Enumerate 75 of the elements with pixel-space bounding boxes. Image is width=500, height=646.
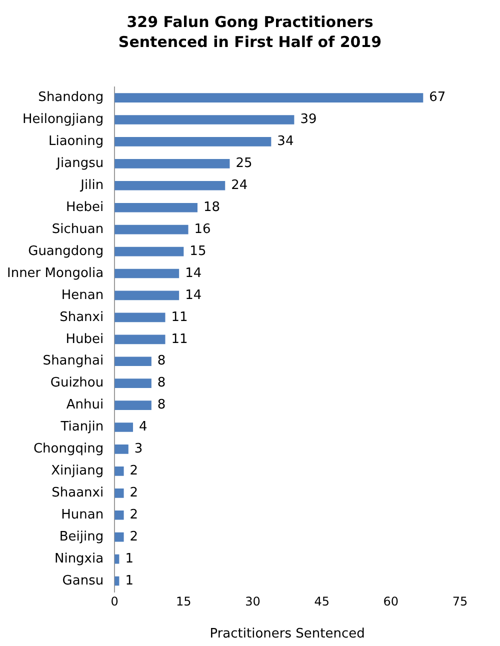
data-label: 8 [157, 376, 166, 391]
data-label: 15 [190, 244, 206, 259]
data-label: 2 [130, 507, 138, 522]
data-label: 18 [203, 200, 220, 215]
data-label: 8 [157, 354, 166, 369]
y-tick-label: Tianjin [60, 420, 104, 435]
y-tick-label: Xinjiang [51, 464, 104, 479]
y-tick-label: Guizhou [50, 376, 104, 391]
data-label: 34 [277, 134, 294, 150]
y-tick-label: Heilongjiang [22, 112, 104, 128]
bar [114, 268, 180, 278]
bar [114, 444, 128, 454]
chart-title: 329 Falun Gong Practitioners Sentenced in First Half of 2019 [117, 12, 383, 52]
data-label: 11 [171, 332, 188, 347]
y-tick-label: Gansu [62, 573, 104, 588]
y-tick-label: Jiangsu [56, 156, 104, 172]
bar [114, 137, 272, 146]
y-tick-label: Shandong [38, 90, 104, 106]
data-label: 2 [130, 529, 138, 544]
x-tick-label: 0 [110, 594, 118, 608]
bar [114, 532, 124, 542]
data-label: 25 [236, 156, 252, 172]
data-label: 2 [130, 486, 138, 501]
data-label: 3 [134, 442, 143, 457]
y-tick-label: Beijing [59, 529, 104, 544]
data-label: 1 [125, 573, 134, 588]
data-label: 11 [171, 310, 188, 325]
data-label: 39 [300, 112, 317, 128]
x-tick-label: 60 [383, 594, 399, 608]
data-label: 14 [185, 288, 202, 303]
y-tick-label: Jilin [80, 178, 104, 194]
data-label: 1 [125, 551, 134, 566]
bar [114, 93, 424, 102]
y-tick-label: Anhui [66, 398, 104, 413]
bar [114, 334, 166, 344]
data-label: 8 [157, 398, 166, 413]
bar [114, 312, 166, 322]
x-tick-label: 75 [452, 594, 468, 608]
y-tick-label: Hubei [66, 332, 104, 347]
bar [114, 159, 230, 168]
y-tick-label: Hebei [66, 200, 104, 215]
y-tick-label: Shanghai [42, 354, 104, 369]
bar [114, 400, 152, 410]
y-tick-label: Inner Mongolia [7, 266, 104, 281]
y-tick-label: Guangdong [28, 244, 104, 259]
x-tick-label: 30 [245, 594, 260, 608]
bar [114, 290, 180, 300]
data-label: 2 [130, 464, 138, 479]
y-tick-label: Ningxia [54, 551, 104, 566]
y-tick-label: Shanxi [60, 310, 104, 325]
data-label: 14 [185, 266, 202, 281]
x-tick-label: 45 [314, 594, 330, 608]
data-label: 67 [429, 90, 446, 106]
data-label: 24 [231, 178, 248, 194]
y-tick-label: Sichuan [52, 222, 104, 237]
y-tick-label: Hunan [61, 507, 104, 522]
bar [114, 180, 226, 190]
x-axis-title: Practitioners Sentenced [210, 626, 365, 642]
bar [114, 202, 198, 212]
bar [114, 510, 124, 520]
x-tick-label: 15 [176, 594, 192, 608]
y-tick-label: Henan [61, 288, 104, 303]
bar [114, 224, 188, 234]
y-tick-label: Chongqing [33, 442, 104, 457]
bar [114, 246, 184, 256]
bar [114, 378, 152, 388]
y-tick-label: Shaanxi [52, 486, 104, 501]
data-label: 4 [139, 420, 148, 435]
bar [114, 488, 124, 498]
bar [114, 356, 152, 366]
y-tick-label: Liaoning [48, 134, 104, 150]
bar [114, 466, 124, 476]
data-label: 16 [194, 222, 211, 237]
bar [114, 115, 294, 124]
bar [114, 422, 134, 432]
